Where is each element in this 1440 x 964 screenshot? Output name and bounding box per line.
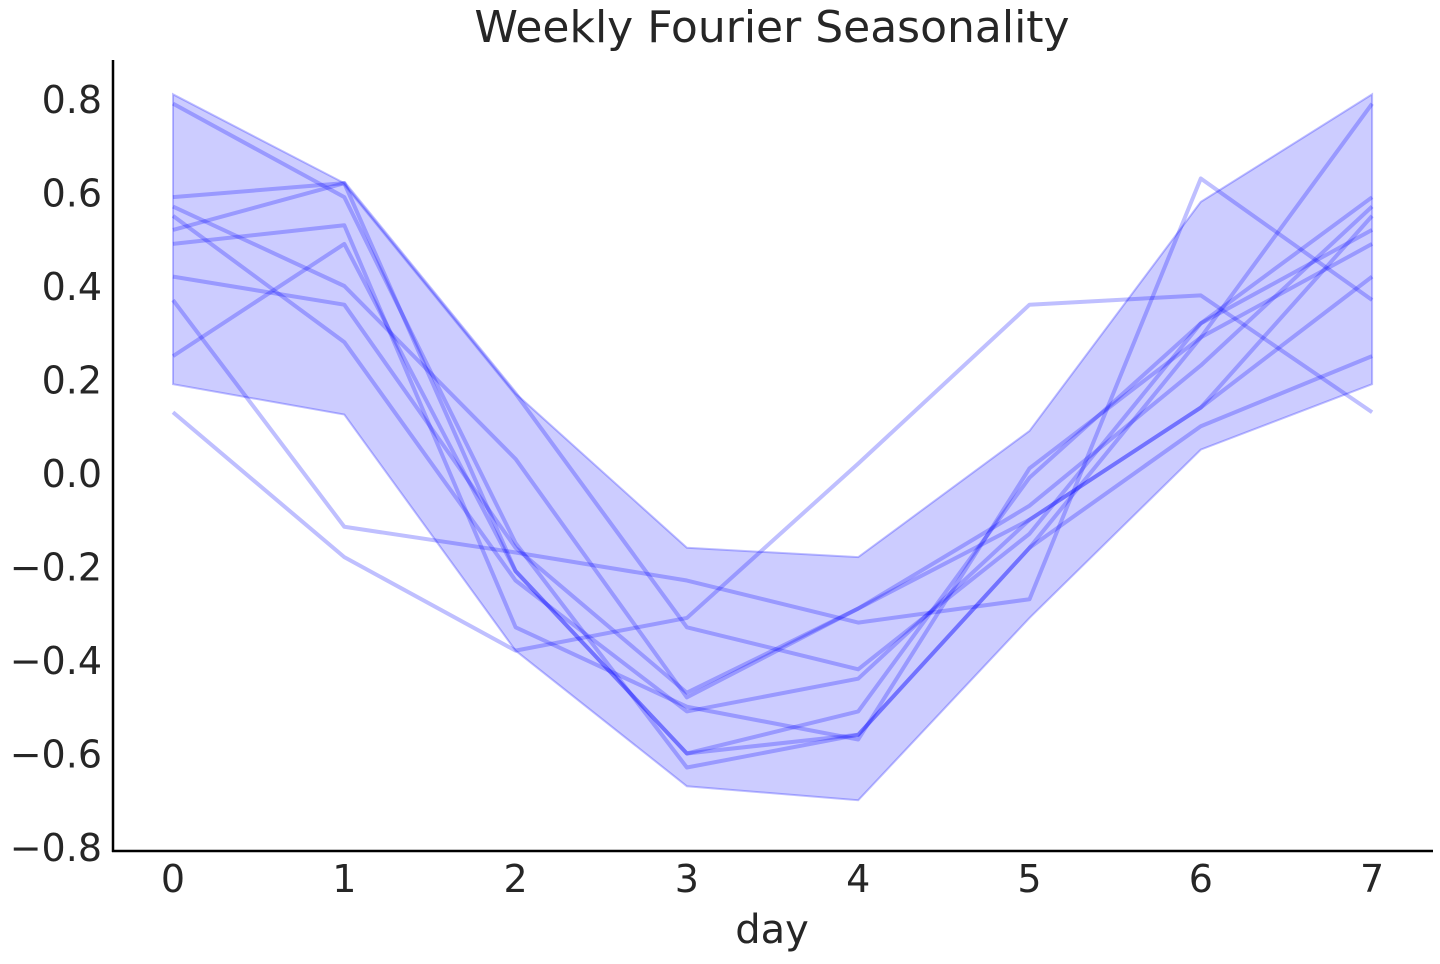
y-tick-label: −0.8 — [10, 826, 102, 870]
series-line-10 — [171, 293, 1374, 653]
x-tick-label: 4 — [846, 857, 870, 901]
y-tick-labels: −0.8 −0.6 −0.4 −0.2 0.0 0.2 0.4 0.6 0.8 — [10, 78, 102, 870]
series-line-9 — [171, 241, 1373, 756]
y-tick-label: 0.0 — [42, 452, 102, 496]
series-line-7 — [172, 274, 1374, 695]
y-tick-label: 0.6 — [42, 172, 102, 216]
series-line-1 — [172, 101, 1374, 770]
chart-title: Weekly Fourier Seasonality — [474, 2, 1069, 53]
y-tick-label: −0.2 — [10, 546, 102, 590]
y-tick-label: −0.6 — [10, 733, 102, 777]
x-tick-label: 3 — [675, 857, 699, 901]
x-axis-label: day — [735, 907, 809, 953]
x-tick-label: 6 — [1189, 857, 1213, 901]
y-tick-label: −0.4 — [10, 639, 102, 683]
x-tick-label: 0 — [161, 857, 185, 901]
x-tick-label: 5 — [1017, 857, 1041, 901]
series-line-6 — [172, 223, 1374, 742]
y-tick-label: 0.4 — [42, 265, 102, 309]
x-tick-label: 1 — [332, 857, 356, 901]
y-tick-label: 0.8 — [42, 78, 102, 122]
x-tick-label: 7 — [1360, 857, 1384, 901]
series-line-5 — [172, 181, 1374, 672]
series-line-8 — [171, 176, 1374, 625]
series-line-2 — [172, 181, 1374, 756]
series-line-3 — [172, 204, 1374, 700]
x-tick-label: 2 — [504, 857, 528, 901]
plot-area — [171, 92, 1374, 802]
series-line-4 — [171, 214, 1374, 714]
x-tick-labels: 0 1 2 3 4 5 6 7 — [161, 857, 1384, 901]
y-tick-label: 0.2 — [42, 359, 102, 403]
credible-interval-band — [172, 92, 1374, 802]
